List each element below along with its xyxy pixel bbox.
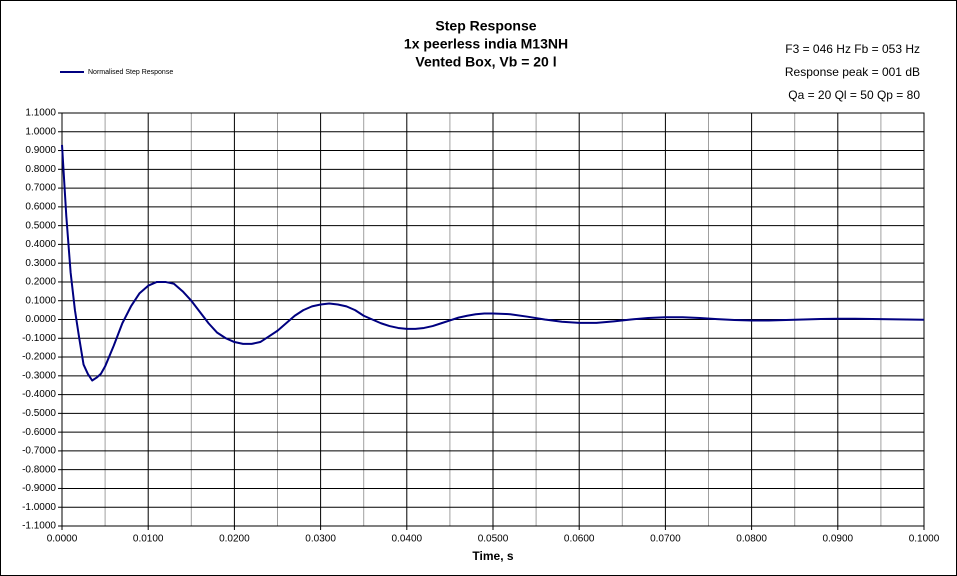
y-tick-label: 0.6000 [25, 202, 56, 213]
chart-title: Step Response [435, 18, 536, 34]
y-tick-label: 1.0000 [25, 126, 56, 137]
chart-title: Vented Box, Vb = 20 l [415, 54, 556, 70]
y-tick-label: -0.4000 [22, 389, 56, 400]
y-tick-label: -0.1000 [22, 333, 56, 344]
legend-label: Normalised Step Response [88, 69, 173, 76]
y-tick-label: 0.0000 [25, 314, 56, 325]
y-tick-label: -0.5000 [22, 408, 56, 419]
y-tick-label: 0.1000 [25, 295, 56, 306]
x-tick-label: 0.0600 [564, 534, 595, 545]
x-tick-label: 0.0700 [650, 534, 681, 545]
y-tick-label: -1.1000 [22, 521, 56, 532]
x-tick-label: 0.0800 [736, 534, 767, 545]
y-tick-label: 0.9000 [25, 145, 56, 156]
y-tick-label: 1.1000 [25, 108, 56, 119]
y-tick-label: 0.4000 [25, 239, 56, 250]
line-series [61, 144, 925, 382]
y-tick-label: -0.6000 [22, 427, 56, 438]
x-tick-label: 0.0200 [219, 534, 250, 545]
x-tick-label: 0.1000 [909, 534, 940, 545]
y-tick-label: -0.9000 [22, 483, 56, 494]
annotation: Response peak = 001 dB [785, 65, 920, 79]
x-tick-label: 0.0100 [133, 534, 164, 545]
x-tick-label: 0.0300 [305, 534, 336, 545]
annotation: F3 = 046 Hz Fb = 053 Hz [785, 42, 920, 56]
y-tick-label: 0.8000 [25, 164, 56, 175]
y-tick-label: 0.5000 [25, 220, 56, 231]
chart-title: 1x peerless india M13NH [404, 36, 568, 52]
y-tick-label: 0.7000 [25, 183, 56, 194]
x-tick-label: 0.0400 [392, 534, 423, 545]
y-tick-label: 0.2000 [25, 277, 56, 288]
y-tick-label: -0.8000 [22, 464, 56, 475]
y-tick-label: 0.3000 [25, 258, 56, 269]
x-tick-label: 0.0500 [478, 534, 509, 545]
x-axis-label: Time, s [472, 549, 513, 563]
y-tick-label: -0.3000 [22, 370, 56, 381]
y-tick-label: -0.2000 [22, 352, 56, 363]
x-tick-label: 0.0900 [823, 534, 854, 545]
y-tick-label: -1.0000 [22, 502, 56, 513]
y-tick-label: -0.7000 [22, 446, 56, 457]
annotation: Qa = 20 Ql = 50 Qp = 80 [788, 88, 920, 102]
x-tick-label: 0.0000 [47, 534, 78, 545]
